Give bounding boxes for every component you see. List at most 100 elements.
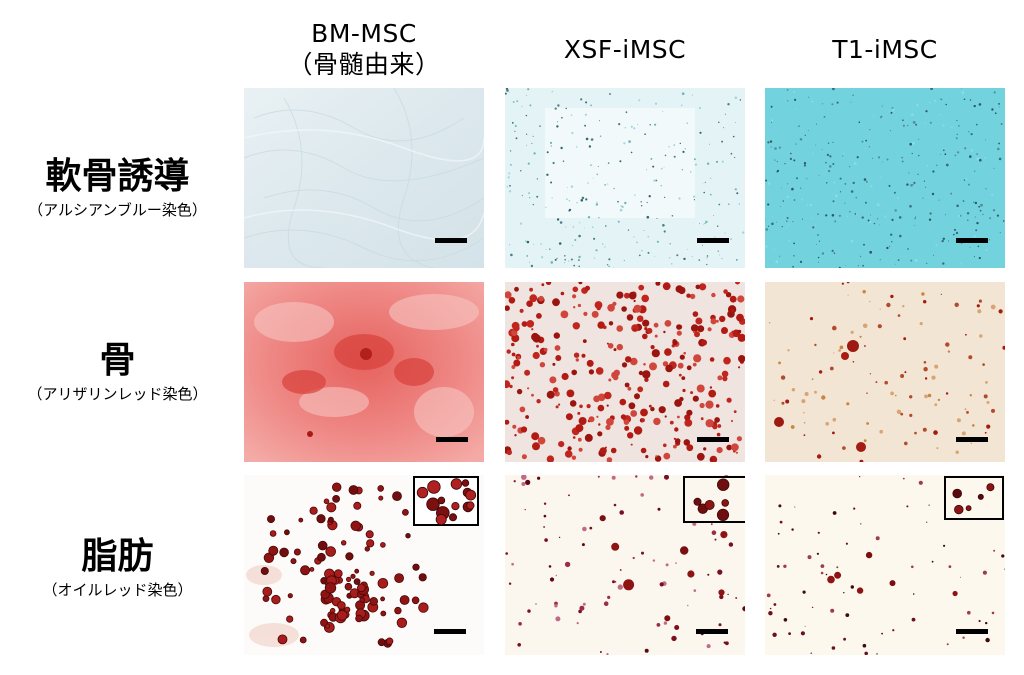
texture-dot xyxy=(801,198,803,201)
texture-dot xyxy=(572,286,579,293)
texture-dot xyxy=(918,154,920,157)
texture-dot xyxy=(916,104,919,107)
texture-dot xyxy=(890,294,894,299)
texture-dot xyxy=(552,161,555,165)
texture-dot xyxy=(915,216,916,218)
texture-dot xyxy=(850,330,854,334)
texture-dot xyxy=(577,437,582,442)
texture-dot xyxy=(958,214,961,218)
texture-dot xyxy=(517,355,521,360)
texture-dot xyxy=(942,237,945,240)
texture-dot xyxy=(595,249,598,252)
texture-dot xyxy=(559,221,563,224)
texture-dot xyxy=(532,203,534,206)
texture-dot xyxy=(653,417,661,426)
texture-dot xyxy=(943,544,946,547)
texture-dot xyxy=(836,190,837,192)
texture-dot xyxy=(546,455,555,462)
texture-dot xyxy=(786,220,788,222)
texture-dot xyxy=(555,574,557,577)
texture-dot xyxy=(549,577,555,582)
texture-dot xyxy=(681,376,686,380)
texture-dot xyxy=(693,158,696,161)
texture-dot xyxy=(832,163,835,165)
texture-dot xyxy=(642,370,651,379)
texture-dot xyxy=(831,646,836,650)
texture-dot xyxy=(580,98,583,101)
texture-dot xyxy=(970,149,973,152)
texture-dot xyxy=(787,183,789,185)
texture-dot xyxy=(994,112,997,115)
texture-dot xyxy=(616,325,623,332)
texture-dot xyxy=(881,105,883,107)
texture-dot xyxy=(664,615,671,622)
texture-dot xyxy=(948,565,952,568)
texture-dot xyxy=(775,260,779,264)
texture-dot xyxy=(592,177,594,179)
texture-dot xyxy=(530,264,534,268)
texture-dot xyxy=(579,404,583,409)
micrograph-xsf-imsc-cartilage xyxy=(505,88,745,268)
texture-dot xyxy=(604,391,612,400)
texture-dot xyxy=(595,203,599,206)
texture-dot xyxy=(589,164,593,167)
column-title: XSF-iMSC xyxy=(563,35,687,64)
texture-dot xyxy=(934,99,937,102)
texture-dot xyxy=(940,293,942,295)
texture-dot xyxy=(931,192,935,196)
texture-dot xyxy=(901,160,904,163)
texture-dot xyxy=(369,597,378,606)
texture-dot xyxy=(619,208,623,212)
texture-dot xyxy=(955,231,959,235)
texture-dot xyxy=(778,504,782,508)
texture-dot xyxy=(641,551,644,555)
texture-dot xyxy=(526,133,528,135)
texture-dot xyxy=(605,424,611,430)
texture-dot xyxy=(702,182,704,184)
texture-dot xyxy=(653,179,656,182)
micrograph-t1-imsc-fat xyxy=(765,475,1005,655)
texture-dot xyxy=(647,251,650,254)
texture-dot xyxy=(623,259,625,262)
texture-dot xyxy=(588,369,594,375)
texture-dot xyxy=(985,621,988,625)
texture-dot xyxy=(947,350,951,353)
texture-dot xyxy=(608,258,611,261)
texture-dot xyxy=(577,303,581,308)
texture-dot xyxy=(767,182,771,185)
texture-dot xyxy=(451,501,460,511)
texture-dot xyxy=(820,571,824,575)
texture-dot xyxy=(526,240,530,244)
texture-dot xyxy=(597,321,605,329)
texture-dot xyxy=(736,259,738,261)
texture-dot xyxy=(526,300,533,307)
texture-dot xyxy=(591,226,594,229)
texture-dot xyxy=(509,184,511,187)
texture-dot xyxy=(873,222,876,225)
texture-dot xyxy=(511,376,515,380)
texture-dot xyxy=(703,223,704,225)
texture-dot xyxy=(973,235,976,238)
texture-dot xyxy=(695,317,703,325)
texture-dot xyxy=(513,480,516,483)
texture-dot xyxy=(630,443,633,446)
texture-dot xyxy=(651,349,660,358)
texture-dot xyxy=(526,144,528,146)
texture-dot xyxy=(509,244,511,246)
texture-dot xyxy=(926,521,928,523)
texture-dot xyxy=(821,149,823,151)
texture-dot xyxy=(975,123,978,126)
texture-dot xyxy=(714,236,716,238)
texture-dot xyxy=(827,169,831,173)
texture-dot xyxy=(872,157,874,159)
texture-dot xyxy=(960,263,962,265)
texture-dot xyxy=(849,172,851,174)
texture-dot xyxy=(568,260,570,262)
texture-dot xyxy=(944,214,947,216)
texture-dot xyxy=(535,603,537,605)
texture-dot xyxy=(742,231,745,234)
texture-dot xyxy=(814,390,817,394)
texture-dot xyxy=(923,300,927,304)
texture-dot xyxy=(546,151,549,154)
texture-dot xyxy=(293,548,301,556)
